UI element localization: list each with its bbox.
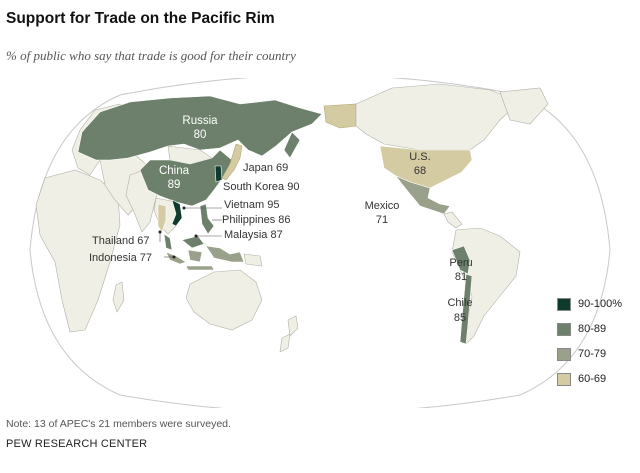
dot-thailand bbox=[158, 230, 162, 234]
land-png bbox=[243, 253, 263, 267]
country-thailand bbox=[157, 203, 167, 233]
footnote: Note: 13 of APEC's 21 members were surve… bbox=[6, 418, 231, 430]
label-china-name: China bbox=[159, 165, 190, 177]
land-canada bbox=[355, 83, 521, 151]
label-peru-name: Peru bbox=[449, 257, 472, 269]
land-greenland bbox=[499, 87, 549, 125]
legend-label: 60-69 bbox=[578, 373, 607, 385]
label-chile-name: Chile bbox=[447, 297, 472, 309]
legend-item-90-100: 90-100% bbox=[557, 297, 622, 311]
label-south-korea: South Korea 90 bbox=[223, 181, 299, 193]
country-russia-kamchatka bbox=[283, 131, 301, 159]
country-russia bbox=[77, 95, 323, 161]
label-china-value: 89 bbox=[168, 179, 181, 191]
land-central-america bbox=[443, 211, 463, 229]
legend-swatch bbox=[557, 347, 571, 361]
label-indonesia: Indonesia 77 bbox=[89, 252, 152, 264]
source-credit: PEW RESEARCH CENTER bbox=[6, 438, 148, 450]
label-russia-value: 80 bbox=[194, 129, 207, 141]
legend-item-80-89: 80-89 bbox=[557, 322, 622, 336]
label-vietnam: Vietnam 95 bbox=[224, 199, 279, 211]
label-chile-value: 85 bbox=[454, 312, 466, 324]
country-malaysia bbox=[163, 233, 205, 251]
country-south-korea bbox=[214, 165, 223, 183]
label-mexico-value: 71 bbox=[376, 214, 388, 226]
world-map: Russia 80 China 89 Japan 69 South Korea … bbox=[29, 78, 611, 408]
legend-label: 90-100% bbox=[578, 298, 623, 310]
land-new-zealand bbox=[279, 315, 299, 353]
map-subtitle: % of public who say that trade is good f… bbox=[6, 48, 296, 63]
legend-swatch bbox=[557, 322, 571, 336]
label-us-value: 68 bbox=[414, 165, 426, 177]
country-philippines bbox=[199, 203, 215, 235]
country-peru bbox=[451, 245, 471, 275]
map-legend: 90-100% 80-89 70-79 60-69 bbox=[557, 297, 622, 397]
label-malaysia: Malaysia 87 bbox=[224, 229, 283, 241]
country-mexico bbox=[395, 175, 451, 215]
land-australia bbox=[185, 269, 263, 331]
land-africa bbox=[35, 169, 121, 333]
map-title: Support for Trade on the Pacific Rim bbox=[6, 10, 275, 27]
country-japan bbox=[221, 143, 243, 181]
label-russia-name: Russia bbox=[182, 115, 218, 127]
country-vietnam bbox=[171, 199, 183, 227]
country-chile bbox=[459, 273, 473, 345]
label-peru-value: 81 bbox=[455, 271, 467, 283]
dot-vietnam bbox=[182, 206, 186, 210]
country-indonesia bbox=[165, 245, 245, 271]
country-us bbox=[379, 145, 473, 189]
legend-swatch bbox=[557, 372, 571, 386]
legend-label: 70-79 bbox=[578, 348, 607, 360]
label-thailand: Thailand 67 bbox=[92, 235, 150, 247]
label-mexico-name: Mexico bbox=[365, 200, 400, 212]
label-philippines: Philippines 86 bbox=[222, 214, 291, 226]
dot-indonesia bbox=[172, 255, 176, 259]
dot-malaysia bbox=[194, 234, 198, 238]
land-madagascar bbox=[112, 281, 125, 313]
label-us-name: U.S. bbox=[409, 151, 430, 163]
label-japan: Japan 69 bbox=[243, 162, 288, 174]
legend-swatch bbox=[557, 297, 571, 311]
legend-item-60-69: 60-69 bbox=[557, 372, 622, 386]
country-us-alaska bbox=[323, 103, 357, 129]
legend-item-70-79: 70-79 bbox=[557, 347, 622, 361]
legend-label: 80-89 bbox=[578, 323, 607, 335]
